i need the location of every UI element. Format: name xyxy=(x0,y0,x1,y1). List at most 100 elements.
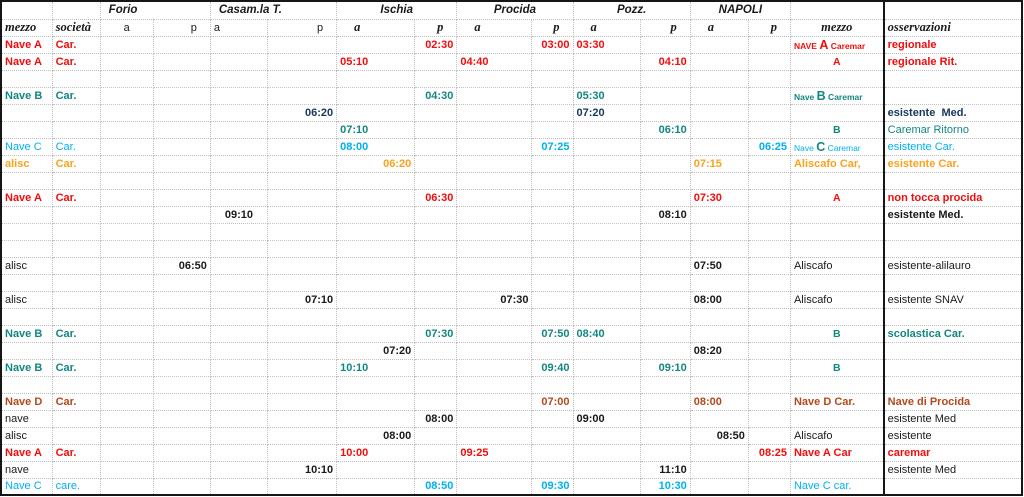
time-cell-napoli-p[interactable] xyxy=(747,290,791,309)
time-cell-ischia-a[interactable] xyxy=(336,35,416,54)
mezzo-cell[interactable]: Nave A Car xyxy=(789,443,885,462)
col-header-pozzuoli-p[interactable]: p xyxy=(639,18,691,37)
time-cell-pozzuoli-a[interactable]: 09:00 xyxy=(572,409,641,428)
time-cell-procida-a[interactable]: 04:40 xyxy=(456,52,533,71)
vessel-cell[interactable]: nave xyxy=(0,409,53,428)
company-cell[interactable]: Car. xyxy=(51,52,101,71)
time-cell-ischia-a[interactable]: 07:20 xyxy=(336,341,416,360)
time-cell-pozzuoli-a[interactable]: 07:20 xyxy=(572,103,641,122)
time-cell-forio-a[interactable] xyxy=(99,426,154,445)
time-cell-ischia-p[interactable] xyxy=(414,171,458,190)
col-header-forio-a[interactable]: a xyxy=(99,18,154,37)
time-cell-procida-a[interactable] xyxy=(456,137,533,156)
corner-mezzo-right[interactable] xyxy=(789,0,885,20)
time-cell-ischia-p[interactable] xyxy=(414,154,458,173)
company-cell[interactable]: care. xyxy=(51,477,101,496)
time-cell-procida-a[interactable] xyxy=(456,35,533,54)
time-cell-napoli-a[interactable]: 07:15 xyxy=(689,154,749,173)
time-cell-casamicciola-p[interactable] xyxy=(266,188,338,207)
company-cell[interactable]: Car. xyxy=(51,35,101,54)
osservazioni-cell[interactable] xyxy=(882,358,1023,377)
time-cell-napoli-p[interactable] xyxy=(747,154,791,173)
time-cell-forio-p[interactable] xyxy=(152,137,211,156)
time-cell-procida-p[interactable] xyxy=(531,222,574,241)
vessel-cell[interactable]: alisc xyxy=(0,290,53,309)
time-cell-procida-p[interactable] xyxy=(531,307,574,326)
company-cell[interactable] xyxy=(51,103,101,122)
time-cell-forio-a[interactable] xyxy=(99,103,154,122)
time-cell-casamicciola-p[interactable] xyxy=(266,86,338,105)
corner-mezzo[interactable] xyxy=(0,0,53,20)
time-cell-ischia-a[interactable] xyxy=(336,188,416,207)
mezzo-cell[interactable] xyxy=(789,239,885,258)
time-cell-pozzuoli-a[interactable]: 03:30 xyxy=(572,35,641,54)
company-cell[interactable] xyxy=(51,120,101,139)
time-cell-casamicciola-p[interactable] xyxy=(266,239,338,258)
time-cell-pozzuoli-p[interactable] xyxy=(639,426,691,445)
time-cell-pozzuoli-a[interactable] xyxy=(572,443,641,462)
time-cell-forio-a[interactable] xyxy=(99,154,154,173)
time-cell-procida-p[interactable] xyxy=(531,426,574,445)
osservazioni-cell[interactable]: esistente Car. xyxy=(882,137,1023,156)
time-cell-casamicciola-a[interactable] xyxy=(209,120,268,139)
time-cell-procida-a[interactable] xyxy=(456,222,533,241)
osservazioni-cell[interactable] xyxy=(882,307,1023,326)
company-cell[interactable] xyxy=(51,341,101,360)
time-cell-casamicciola-p[interactable] xyxy=(266,341,338,360)
time-cell-ischia-a[interactable]: 10:10 xyxy=(336,358,416,377)
time-cell-ischia-p[interactable] xyxy=(414,69,458,88)
time-cell-ischia-a[interactable] xyxy=(336,171,416,190)
time-cell-procida-a[interactable] xyxy=(456,392,533,411)
col-header-procida-a[interactable]: a xyxy=(456,18,533,37)
time-cell-ischia-p[interactable] xyxy=(414,375,458,394)
time-cell-casamicciola-p[interactable] xyxy=(266,154,338,173)
time-cell-napoli-p[interactable] xyxy=(747,120,791,139)
osservazioni-cell[interactable]: esistente xyxy=(882,426,1023,445)
time-cell-ischia-p[interactable] xyxy=(414,443,458,462)
time-cell-casamicciola-p[interactable]: 07:10 xyxy=(266,290,338,309)
time-cell-forio-a[interactable] xyxy=(99,392,154,411)
time-cell-forio-p[interactable] xyxy=(152,477,211,496)
osservazioni-cell[interactable] xyxy=(882,477,1023,496)
time-cell-ischia-a[interactable] xyxy=(336,222,416,241)
time-cell-casamicciola-p[interactable] xyxy=(266,120,338,139)
time-cell-ischia-p[interactable] xyxy=(414,341,458,360)
time-cell-ischia-a[interactable] xyxy=(336,86,416,105)
time-cell-pozzuoli-a[interactable] xyxy=(572,154,641,173)
mezzo-cell[interactable] xyxy=(789,460,885,479)
time-cell-forio-a[interactable] xyxy=(99,188,154,207)
time-cell-procida-p[interactable] xyxy=(531,171,574,190)
time-cell-pozzuoli-p[interactable] xyxy=(639,103,691,122)
osservazioni-cell[interactable]: scolastica Car. xyxy=(882,324,1023,343)
time-cell-pozzuoli-p[interactable] xyxy=(639,324,691,343)
time-cell-napoli-a[interactable] xyxy=(689,307,749,326)
time-cell-procida-p[interactable] xyxy=(531,273,574,292)
time-cell-forio-p[interactable] xyxy=(152,290,211,309)
time-cell-procida-a[interactable] xyxy=(456,154,533,173)
time-cell-pozzuoli-a[interactable] xyxy=(572,273,641,292)
time-cell-procida-a[interactable] xyxy=(456,460,533,479)
time-cell-pozzuoli-p[interactable] xyxy=(639,188,691,207)
time-cell-napoli-a[interactable] xyxy=(689,103,749,122)
time-cell-napoli-a[interactable] xyxy=(689,35,749,54)
time-cell-napoli-a[interactable]: 08:00 xyxy=(689,290,749,309)
time-cell-napoli-p[interactable] xyxy=(747,358,791,377)
time-cell-napoli-p[interactable] xyxy=(747,273,791,292)
time-cell-procida-p[interactable] xyxy=(531,341,574,360)
time-cell-procida-a[interactable] xyxy=(456,409,533,428)
vessel-cell[interactable] xyxy=(0,205,53,224)
time-cell-ischia-a[interactable] xyxy=(336,273,416,292)
vessel-cell[interactable]: Nave C xyxy=(0,477,53,496)
vessel-cell[interactable] xyxy=(0,222,53,241)
time-cell-ischia-a[interactable]: 07:10 xyxy=(336,120,416,139)
time-cell-casamicciola-a[interactable] xyxy=(209,426,268,445)
time-cell-casamicciola-a[interactable] xyxy=(209,358,268,377)
time-cell-forio-a[interactable] xyxy=(99,341,154,360)
time-cell-casamicciola-p[interactable] xyxy=(266,307,338,326)
time-cell-procida-p[interactable]: 03:00 xyxy=(531,35,574,54)
time-cell-casamicciola-a[interactable] xyxy=(209,409,268,428)
time-cell-napoli-a[interactable] xyxy=(689,222,749,241)
vessel-cell[interactable]: Nave A xyxy=(0,52,53,71)
city-title-napoli[interactable]: NAPOLI xyxy=(689,0,791,20)
time-cell-procida-p[interactable] xyxy=(531,460,574,479)
